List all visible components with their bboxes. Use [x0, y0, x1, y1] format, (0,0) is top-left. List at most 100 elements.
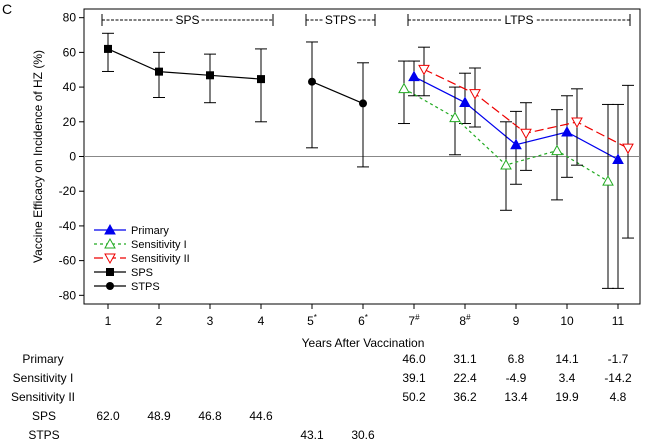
- x-tick-superscript: #: [415, 313, 420, 322]
- x-tick-number: 2: [156, 314, 163, 328]
- x-tick-superscript: *: [314, 313, 317, 322]
- y-tick-label: -40: [59, 219, 77, 233]
- data-point: [104, 44, 112, 53]
- table-row-label: Sensitivity I: [13, 371, 74, 385]
- x-tick-label: 9: [513, 314, 520, 328]
- data-point: [602, 175, 614, 186]
- x-tick-label: 6*: [358, 313, 368, 328]
- table-cell: 13.4: [504, 390, 528, 404]
- data-point: [469, 89, 481, 100]
- data-point: [551, 144, 563, 156]
- table-row-label: Primary: [22, 352, 63, 366]
- legend-label: Primary: [131, 225, 169, 237]
- data-point: [206, 71, 214, 80]
- data-point: [510, 138, 522, 150]
- table-cell: -14.2: [604, 371, 632, 385]
- table-row-label: Sensitivity II: [11, 390, 75, 404]
- period-label: LTPS: [504, 13, 533, 27]
- data-point: [308, 77, 316, 86]
- data-point: [622, 143, 634, 155]
- x-tick-label: 2: [156, 314, 163, 328]
- data-point: [520, 128, 532, 140]
- x-tick-label: 4: [258, 314, 265, 328]
- data-point: [257, 75, 265, 84]
- y-tick-label: 0: [69, 150, 76, 164]
- y-tick-label: -20: [59, 184, 77, 198]
- table-cell: 36.2: [453, 390, 477, 404]
- x-tick-superscript: #: [466, 313, 471, 322]
- series-line: [107, 48, 262, 80]
- legend-marker: [104, 223, 116, 235]
- x-tick-number: 1: [105, 314, 112, 328]
- legend-label: Sensitivity I: [131, 239, 187, 251]
- y-tick-label: 20: [63, 115, 77, 129]
- x-tick-number: 10: [560, 314, 574, 328]
- data-point: [155, 67, 163, 76]
- series-line: [311, 81, 364, 104]
- x-tick-number: 3: [207, 314, 214, 328]
- x-tick-label: 7#: [408, 313, 420, 328]
- x-tick-label: 5*: [307, 313, 317, 328]
- data-point: [408, 70, 420, 82]
- period-label: STPS: [325, 13, 356, 27]
- x-tick-number: 9: [513, 314, 520, 328]
- table-cell: 43.1: [300, 428, 324, 442]
- table-cell: 3.4: [559, 371, 576, 385]
- data-point: [500, 158, 512, 170]
- x-tick-number: 8: [459, 314, 466, 328]
- x-tick-label: 1: [105, 314, 112, 328]
- table-cell: 50.2: [402, 390, 426, 404]
- x-tick-number: 4: [258, 314, 265, 328]
- table-cell: 48.9: [147, 409, 171, 423]
- period-label: SPS: [175, 13, 199, 27]
- table-cell: 6.8: [508, 352, 525, 366]
- y-tick-label: 80: [63, 11, 77, 25]
- table-cell: 31.1: [453, 352, 477, 366]
- panel-label: C: [2, 1, 12, 17]
- x-tick-label: 8#: [459, 313, 471, 328]
- table-cell: 19.9: [555, 390, 579, 404]
- table-cell: 46.0: [402, 352, 426, 366]
- x-tick-number: 11: [612, 314, 625, 328]
- y-tick-label: 40: [63, 80, 77, 94]
- table-row-label: SPS: [32, 409, 56, 423]
- data-point: [561, 126, 573, 137]
- table-cell: -1.7: [608, 352, 629, 366]
- data-point: [418, 64, 430, 76]
- x-tick-number: 6: [358, 314, 365, 328]
- table-cell: 22.4: [453, 371, 477, 385]
- y-axis-label: Vaccine Efficacy on Incidence of HZ (%): [31, 50, 45, 263]
- table-cell: 44.6: [249, 409, 273, 423]
- legend-label: Sensitivity II: [131, 253, 190, 265]
- y-tick-label: 60: [63, 45, 77, 59]
- table-cell: 14.1: [555, 352, 579, 366]
- data-point: [571, 117, 583, 128]
- x-tick-superscript: *: [365, 313, 368, 322]
- x-tick-label: 10: [560, 314, 574, 328]
- data-point: [612, 153, 624, 164]
- data-point: [398, 82, 410, 94]
- legend-marker: [106, 268, 114, 276]
- table-cell: 62.0: [96, 409, 120, 423]
- table-row-label: STPS: [28, 428, 59, 442]
- table-cell: 46.8: [198, 409, 222, 423]
- y-tick-label: -60: [59, 254, 77, 268]
- legend-marker: [104, 253, 116, 265]
- table-cell: -4.9: [506, 371, 527, 385]
- x-tick-number: 7: [408, 314, 415, 328]
- data-point: [359, 99, 367, 108]
- data-point: [459, 96, 471, 108]
- table-cell: 4.8: [610, 390, 627, 404]
- legend-marker: [104, 237, 116, 249]
- x-tick-label: 3: [207, 314, 214, 328]
- x-tick-number: 5: [307, 314, 314, 328]
- data-point: [449, 111, 461, 123]
- legend-marker: [106, 282, 114, 290]
- x-tick-label: 11: [612, 314, 625, 328]
- x-axis-label: Years After Vaccination: [302, 336, 425, 350]
- table-cell: 30.6: [351, 428, 375, 442]
- y-tick-label: -80: [59, 288, 77, 302]
- legend-label: SPS: [131, 267, 153, 279]
- table-cell: 39.1: [402, 371, 426, 385]
